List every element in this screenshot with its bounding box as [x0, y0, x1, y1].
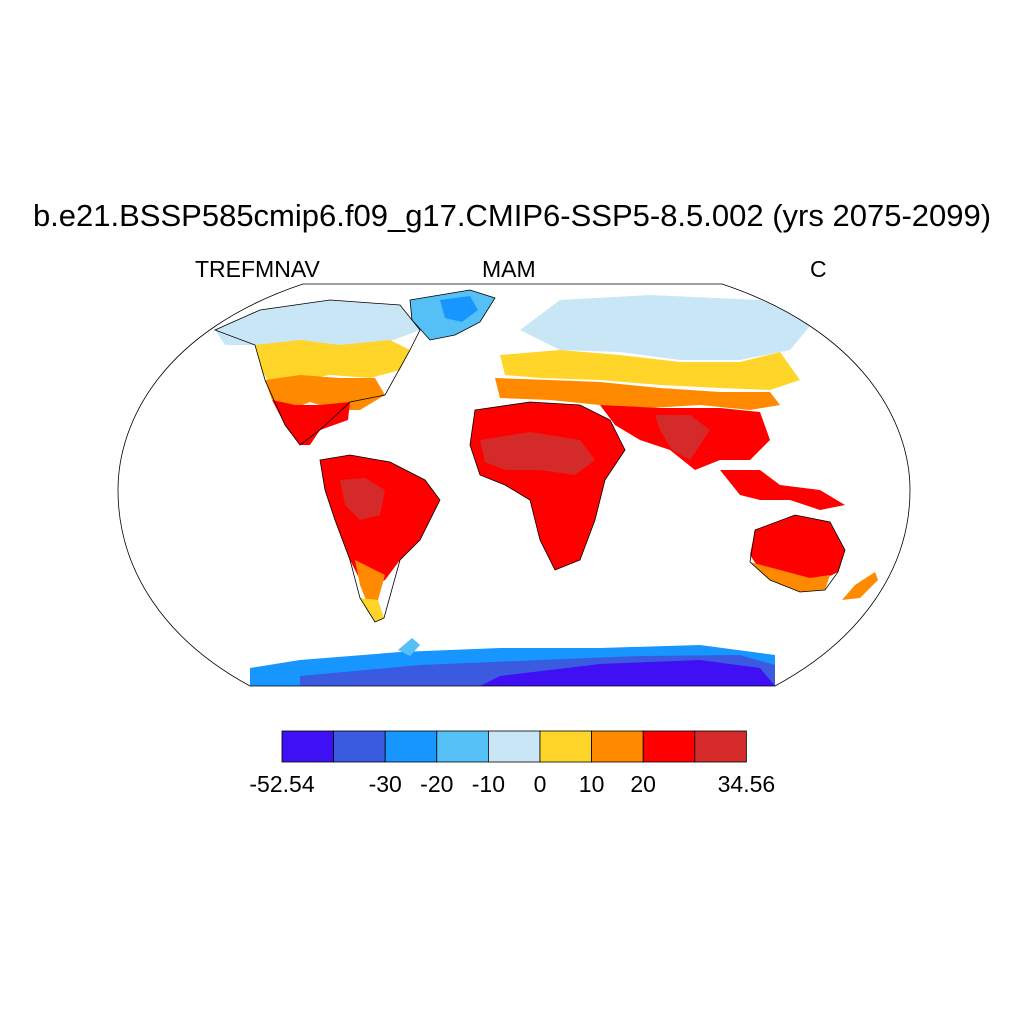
eurasia-warm — [495, 378, 780, 410]
colorbar-swatch-0 — [281, 730, 334, 763]
land-fill-group — [215, 290, 878, 686]
colorbar-swatch-5 — [539, 730, 592, 763]
colorbar-tick-label: -30 — [368, 771, 402, 797]
map-title: b.e21.BSSP585cmip6.f09_g17.CMIP6-SSP5-8.… — [32, 198, 992, 233]
north-america-cold — [215, 300, 420, 350]
central-america-hot — [272, 400, 350, 445]
colorbar-tick-label: 10 — [578, 771, 605, 797]
colorbar-tick-label: 20 — [630, 771, 656, 797]
africa-hot — [470, 402, 625, 570]
colorbar-tick-label: -10 — [471, 771, 506, 797]
antarctic-peninsula — [398, 638, 420, 656]
variable-label: TREFMNAV — [195, 256, 320, 282]
globe-outline — [117, 283, 911, 687]
india-hottest — [655, 415, 710, 460]
colorbar-swatch-1 — [333, 730, 386, 763]
colorbar-swatch-8 — [694, 730, 747, 763]
colorbar-swatch-7 — [642, 730, 696, 763]
colorbar-tick-label: 34.56 — [717, 771, 776, 797]
colorbar-swatch-6 — [591, 730, 644, 763]
colorbar-tick-label: -52.54 — [249, 771, 315, 797]
eurasia-cold — [520, 295, 815, 360]
new-zealand-warm — [842, 572, 878, 600]
sahara-hottest — [480, 432, 595, 475]
colorbar-swatch-3 — [436, 730, 489, 763]
antarctica-coldest — [480, 660, 775, 686]
south-america-mild — [360, 598, 384, 622]
coastline-group — [213, 289, 846, 623]
greenland-colder — [440, 296, 478, 322]
south-america-hot — [320, 455, 440, 590]
colorbar — [281, 730, 747, 763]
colorbar-swatch-2 — [384, 730, 438, 763]
colorbar-tick-label: -20 — [420, 771, 454, 797]
season-label: MAM — [482, 256, 536, 282]
australia-warm — [750, 562, 830, 592]
south-america-hottest — [340, 478, 385, 520]
colorbar-tick-label: 0 — [533, 771, 547, 797]
australia-hot — [750, 515, 845, 585]
south-america-warm — [355, 560, 385, 605]
colorbar-swatch-4 — [487, 730, 541, 763]
se-asia-hot — [720, 470, 845, 510]
units-label: C — [810, 256, 827, 282]
eurasia-mild — [500, 350, 800, 390]
